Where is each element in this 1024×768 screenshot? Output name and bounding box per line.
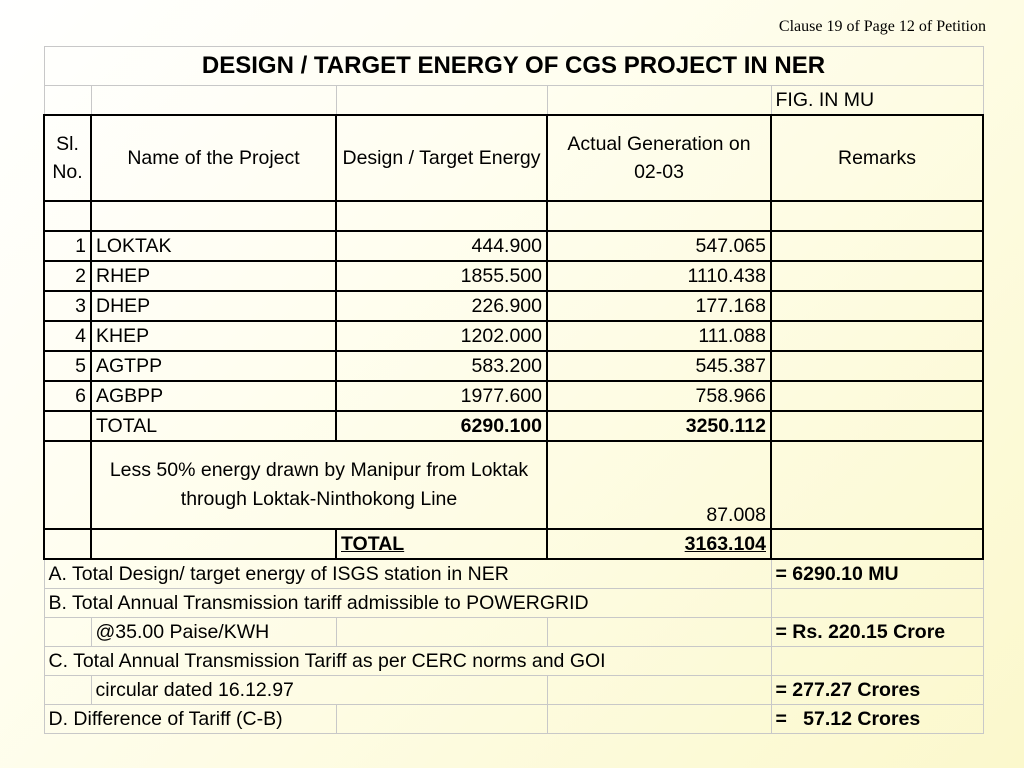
- row-name: RHEP: [90, 260, 337, 292]
- clause-reference: Clause 19 of Page 12 of Petition: [778, 18, 986, 35]
- total-actual: 3250.112: [546, 410, 772, 442]
- header-project-name: Name of the Project: [90, 114, 337, 202]
- row-sl: 3: [43, 290, 92, 322]
- row-name: AGTPP: [90, 350, 337, 382]
- row-actual: 547.065: [546, 230, 772, 262]
- row-name: LOKTAK: [90, 230, 337, 262]
- table-row: 2 RHEP 1855.500 1110.438: [43, 260, 984, 292]
- summary-a-value: = 6290.10 MU: [770, 558, 984, 589]
- row-actual: 111.088: [546, 320, 772, 352]
- header-remarks: Remarks: [770, 114, 984, 202]
- table-row: 3 DHEP 226.900 177.168: [43, 290, 984, 322]
- total-label: TOTAL: [90, 410, 337, 442]
- row-actual: 177.168: [546, 290, 772, 322]
- header-sl-no: Sl. No.: [43, 114, 92, 202]
- grand-total-value: 3163.104: [546, 528, 772, 560]
- summary-c-label: C. Total Annual Transmission Tariff as p…: [43, 646, 772, 676]
- less-value: 87.008: [546, 440, 772, 530]
- row-design: 1202.000: [335, 320, 548, 352]
- row-sl: 1: [43, 230, 92, 262]
- row-design: 1855.500: [335, 260, 548, 292]
- summary-b-value: = Rs. 220.15 Crore: [770, 617, 984, 647]
- row-name: KHEP: [90, 320, 337, 352]
- row-sl: 4: [43, 320, 92, 352]
- row-design: 1977.600: [335, 380, 548, 412]
- summary-c-sub: circular dated 16.12.97: [90, 675, 548, 705]
- row-name: DHEP: [90, 290, 337, 322]
- less-note: Less 50% energy drawn by Manipur from Lo…: [90, 440, 548, 530]
- summary-a-label: A. Total Design/ target energy of ISGS s…: [43, 558, 772, 589]
- summary-b-label: B. Total Annual Transmission tariff admi…: [43, 588, 772, 618]
- row-actual: 758.966: [546, 380, 772, 412]
- unit-note: FIG. IN MU: [770, 85, 984, 116]
- row-design: 444.900: [335, 230, 548, 262]
- summary-d-label: D. Difference of Tariff (C-B): [43, 704, 337, 734]
- energy-table: DESIGN / TARGET ENERGY OF CGS PROJECT IN…: [43, 46, 984, 734]
- total-row: TOTAL 6290.100 3250.112: [43, 410, 984, 442]
- summary-b-sub: @35.00 Paise/KWH: [90, 617, 337, 647]
- summary-d-value: = 57.12 Crores: [770, 704, 984, 734]
- table-title: DESIGN / TARGET ENERGY OF CGS PROJECT IN…: [43, 46, 984, 86]
- table-row: 1 LOKTAK 444.900 547.065: [43, 230, 984, 262]
- total-design: 6290.100: [335, 410, 548, 442]
- table-row: 6 AGBPP 1977.600 758.966: [43, 380, 984, 412]
- header-actual-generation: Actual Generation on 02-03: [546, 114, 772, 202]
- header-design-energy: Design / Target Energy: [335, 114, 548, 202]
- row-actual: 1110.438: [546, 260, 772, 292]
- summary-c-value: = 277.27 Crores: [770, 675, 984, 705]
- row-name: AGBPP: [90, 380, 337, 412]
- table-row: 5 AGTPP 583.200 545.387: [43, 350, 984, 382]
- row-sl: 2: [43, 260, 92, 292]
- grand-total-label: TOTAL: [335, 528, 548, 560]
- row-sl: 5: [43, 350, 92, 382]
- row-design: 583.200: [335, 350, 548, 382]
- row-actual: 545.387: [546, 350, 772, 382]
- row-design: 226.900: [335, 290, 548, 322]
- row-sl: 6: [43, 380, 92, 412]
- table-row: 4 KHEP 1202.000 111.088: [43, 320, 984, 352]
